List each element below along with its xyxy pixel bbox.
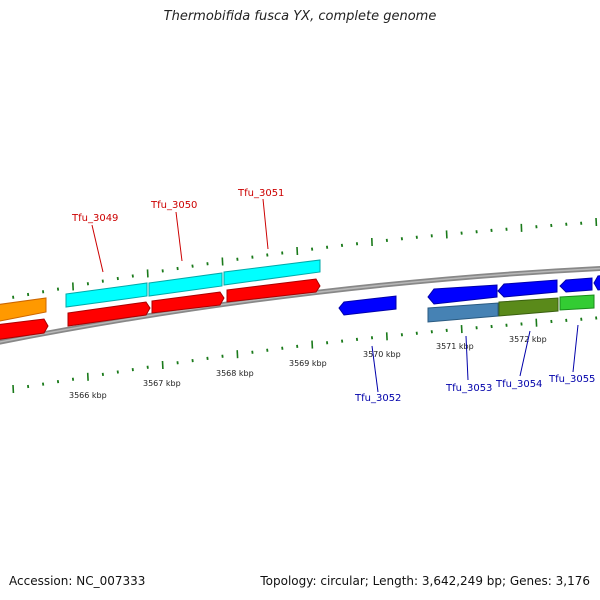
- label-leader: [262, 198, 269, 250]
- gene-olive[interactable]: [498, 297, 559, 317]
- gene-label-tfu3052[interactable]: Tfu_3052: [354, 393, 401, 404]
- lower-gene-labels: Tfu_3052 Tfu_3053 Tfu_3054 Tfu_3055: [354, 324, 595, 404]
- minor-tick: [191, 264, 194, 268]
- gene-blue-tfu3053[interactable]: [427, 284, 498, 305]
- scale-label: 3567 kbp: [143, 379, 181, 388]
- gene-label-tfu3055[interactable]: Tfu_3055: [548, 374, 595, 385]
- label-leader: [519, 330, 531, 377]
- outer-tick-track: [12, 217, 598, 299]
- label-leader: [175, 211, 183, 262]
- gene-red-1[interactable]: [67, 301, 151, 327]
- gene-cyan-3[interactable]: [223, 259, 321, 286]
- map-title: Thermobifida fusca YX, complete genome: [163, 9, 437, 24]
- gene-label-tfu3050[interactable]: Tfu_3050: [150, 200, 197, 211]
- label-leader: [465, 335, 469, 381]
- inner-tick-track: [12, 316, 598, 394]
- gene-red-3[interactable]: [226, 278, 321, 303]
- gene-label-tfu3054[interactable]: Tfu_3054: [495, 379, 542, 390]
- scale-label: 3570 kbp: [363, 350, 401, 359]
- gene-orange[interactable]: [0, 297, 47, 322]
- label-leader: [91, 224, 104, 273]
- label-leader: [572, 324, 579, 373]
- gene-blue-tfu3052[interactable]: [338, 295, 397, 316]
- backbone-highlight: [0, 267, 600, 343]
- scale-label: 3571 kbp: [436, 342, 474, 351]
- lower-strand-genes: [338, 275, 600, 323]
- gene-blue-tfu3054[interactable]: [497, 279, 558, 298]
- gene-label-tfu3049[interactable]: Tfu_3049: [71, 213, 118, 224]
- gene-blue-tfu3055[interactable]: [559, 277, 593, 293]
- upper-strand-genes: [0, 259, 321, 340]
- scale-label: 3568 kbp: [216, 369, 254, 378]
- gene-cyan-1[interactable]: [65, 282, 148, 308]
- gene-cyan-2[interactable]: [148, 272, 223, 297]
- upper-gene-labels: Tfu_3049 Tfu_3050 Tfu_3051: [71, 188, 284, 273]
- gene-label-tfu3051[interactable]: Tfu_3051: [237, 188, 284, 199]
- label-leader: [371, 345, 379, 393]
- gene-red-0[interactable]: [0, 318, 49, 340]
- scale-label: 3569 kbp: [289, 359, 327, 368]
- topology-label: Topology: circular; Length: 3,642,249 bp…: [260, 574, 590, 588]
- scale-label: 3566 kbp: [69, 391, 107, 400]
- gene-green[interactable]: [559, 294, 595, 311]
- gene-blue-edge[interactable]: [593, 275, 600, 291]
- gene-red-2[interactable]: [151, 291, 225, 314]
- gene-steelblue[interactable]: [427, 302, 499, 323]
- accession-label: Accession: NC_007333: [9, 574, 146, 588]
- gene-label-tfu3053[interactable]: Tfu_3053: [445, 383, 492, 394]
